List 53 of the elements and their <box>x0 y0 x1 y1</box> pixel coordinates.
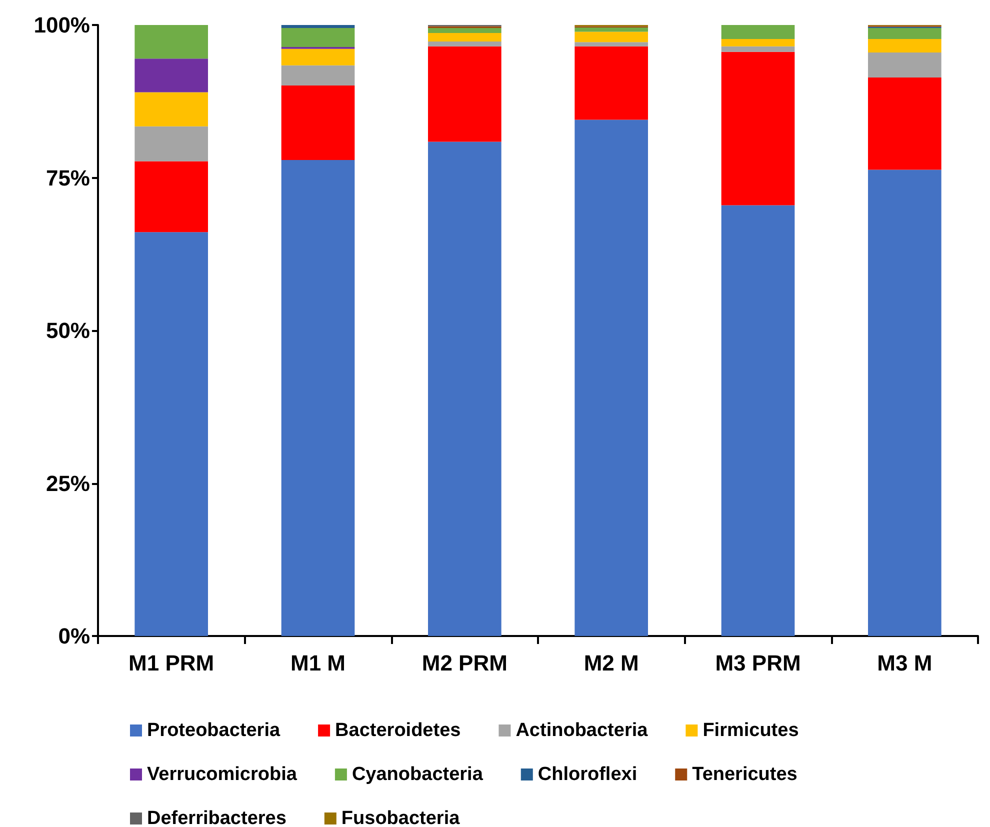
x-tick-label: M3 M <box>877 650 932 676</box>
y-tick-label: 50% <box>46 318 90 343</box>
bar <box>281 25 355 28</box>
y-tick-label: 100% <box>34 12 90 38</box>
bar <box>281 160 355 636</box>
legend-label: Chloroflexi <box>538 764 638 785</box>
x-tick-label: M1 M <box>290 650 346 676</box>
legend-label: Firmicutes <box>702 720 799 741</box>
bar <box>721 46 795 52</box>
bar <box>868 170 942 636</box>
bar <box>281 48 355 66</box>
bar <box>721 25 795 40</box>
x-tick-label: M3 PRM <box>715 650 801 676</box>
y-tick-label: 0% <box>58 624 90 648</box>
y-tick-label: 75% <box>46 165 90 190</box>
legend-label: Verrucomicrobia <box>147 764 298 785</box>
legend-label: Deferribacteres <box>147 808 286 827</box>
bar <box>281 28 355 47</box>
bar <box>721 39 795 46</box>
bar <box>428 41 502 46</box>
bar <box>574 32 648 42</box>
x-tick-label: M2 PRM <box>422 650 508 676</box>
bar <box>574 42 648 46</box>
bar <box>281 65 355 86</box>
bar <box>574 120 648 636</box>
bar <box>868 28 942 40</box>
bar <box>428 28 502 33</box>
bar <box>134 58 208 92</box>
legend-label: Fusobacteria <box>341 808 460 827</box>
legend-label: Proteobacteria <box>147 720 280 741</box>
bar <box>721 52 795 206</box>
y-tick-label: 25% <box>46 470 90 496</box>
bar <box>428 46 502 142</box>
x-tick-label: M1 PRM <box>128 650 214 676</box>
bar <box>134 126 208 162</box>
bar <box>134 161 208 232</box>
bar <box>574 27 648 32</box>
legend-label: Bacteroidetes <box>335 720 461 741</box>
bar <box>868 39 942 52</box>
bar <box>134 25 208 59</box>
bar <box>428 142 502 636</box>
bar <box>281 85 355 160</box>
bar <box>868 52 942 78</box>
legend-label: Tenericutes <box>692 764 798 785</box>
bar <box>134 232 208 636</box>
legend-label: Actinobacteria <box>516 720 648 741</box>
bar <box>721 205 795 636</box>
bar <box>574 46 648 120</box>
bar <box>868 78 942 170</box>
bar <box>134 92 208 126</box>
legend-label: Cyanobacteria <box>352 764 484 785</box>
x-tick-label: M2 M <box>584 650 639 676</box>
bar <box>428 32 502 42</box>
